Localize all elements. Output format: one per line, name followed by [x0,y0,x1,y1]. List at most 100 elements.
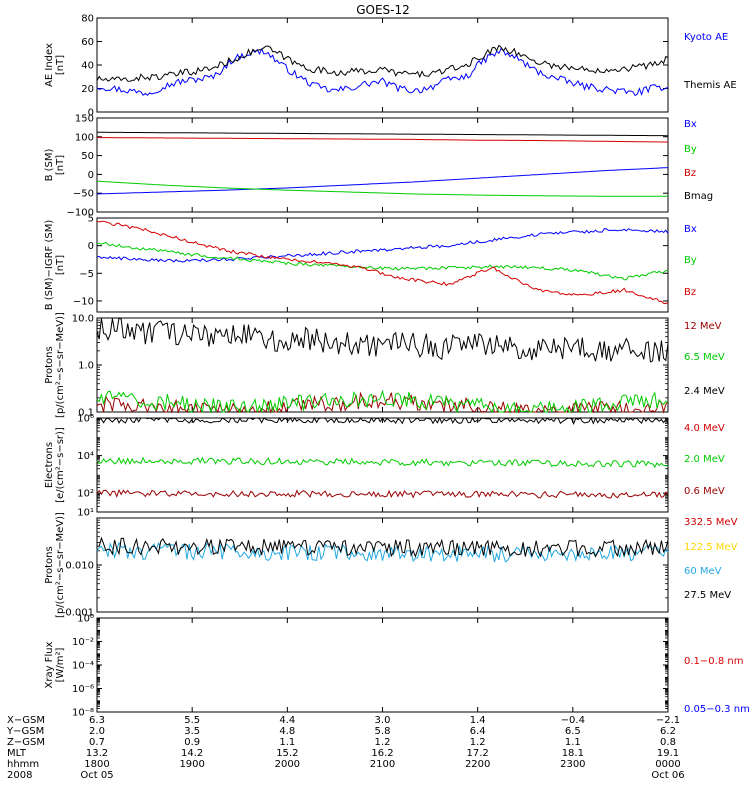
panel-5: 10⁶ 10⁴ 10² 10¹ Electrons [e/(cm²−s−sr)] 4.0 M… [44,414,725,519]
x-axis-value: 1.1 [279,737,295,748]
x-axis-value: 2300 [560,759,585,770]
x-axis-value: 5.8 [375,726,391,737]
panel-frame [96,17,669,113]
legend-label: Bz [684,287,696,298]
x-axis-row-label: 2008 [7,770,32,781]
series-line [96,44,669,82]
x-axis-value: 5.5 [184,715,200,726]
legend-label: 2.0 MeV [684,454,725,465]
x-axis-value: 0.9 [184,737,200,748]
legend-label: Themis AE [683,80,737,91]
panel-3: 5 0 −5 −10 B (SM)−IGRF (SM) [nT] Bx By Bz [44,214,697,313]
y-tick-label: 20 [81,84,94,95]
x-axis-row-label: X−GSM [7,715,45,726]
x-axis-value: 0.7 [89,737,105,748]
series-line [96,167,669,195]
x-axis-value: 1.2 [470,737,486,748]
y-axis-label: Protons [44,346,55,383]
legend-label: By [684,255,697,266]
panel-2: 150 100 50 0 −50 −100 B (SM) [nT] Bx By Bz Bmag [44,114,713,219]
x-axis-row-label: MLT [7,748,27,759]
x-axis-value: 17.2 [467,748,489,759]
legend-label: By [684,144,697,155]
series-line [97,137,669,143]
legend-label: 0.1−0.8 nm [684,656,743,667]
y-tick-label: 10.0 [72,314,94,325]
x-axis-value: 0.8 [660,737,676,748]
y-axis-label: [nT] [55,255,66,275]
y-tick-label: 150 [75,114,94,125]
series-line [97,131,668,137]
panel-frame [96,617,669,713]
x-axis-row-label: Y−GSM [6,726,44,737]
y-tick-label: 10⁻⁸ [72,708,94,719]
x-axis-value: 2000 [275,759,300,770]
x-axis-value: 19.1 [657,748,679,759]
series-line [96,416,669,425]
series-line [96,228,669,263]
x-axis-value: 1800 [84,759,109,770]
x-axis-row-label: Z−GSM [7,737,45,748]
x-axis-value: 15.2 [276,748,298,759]
y-axis-label: Electrons [44,442,55,488]
x-axis-value: 2.0 [89,726,105,737]
legend-label: Kyoto AE [684,32,728,43]
x-axis-value: 2100 [370,759,395,770]
y-tick-label: 5 [88,214,94,225]
x-axis-value: 13.2 [86,748,108,759]
x-axis-value: 1.2 [375,737,391,748]
legend-label: 4.0 MeV [684,423,725,434]
y-tick-label: 100 [75,132,94,143]
x-axis-value: 6.5 [565,726,581,737]
x-axis-value: 14.2 [181,748,203,759]
legend-label: 2.4 MeV [684,386,725,397]
legend-label: Bmag [684,191,713,202]
y-axis-label: [p/(cm²−s−sr−MeV)] [55,512,66,618]
y-axis-label: [W/m²] [55,647,66,682]
y-axis-label: B (SM) [44,148,55,181]
series-line [96,541,669,563]
legend-label: 12 MeV [684,321,722,332]
y-tick-label: 10¹ [77,508,94,519]
y-axis-label: B (SM)−IGRF (SM) [44,220,55,311]
legend-label: Bx [684,119,697,130]
legend-label: 0.05−0.3 nm [684,704,750,715]
x-axis-value: −0.4 [561,715,585,726]
y-axis-label: [nT] [55,155,66,175]
x-axis-value: 6.2 [660,726,676,737]
y-tick-label: 0.010 [65,561,94,572]
x-axis-value: 1900 [179,759,204,770]
series-line [96,456,669,468]
y-tick-label: 10² [77,489,94,500]
y-tick-label: −50 [73,189,94,200]
y-tick-label: 0.1 [78,408,94,419]
y-tick-label: 1.0 [78,361,94,372]
legend-label: 6.5 MeV [684,352,725,363]
x-axis-value: 3.0 [375,715,391,726]
panel-1: 80 60 40 20 0 AE Index [nT] Kyoto AE Themis AE [44,14,737,119]
x-axis-value: 4.8 [279,726,295,737]
x-axis-value: 3.5 [184,726,200,737]
y-tick-label: 0 [88,241,94,252]
y-tick-label: 10⁶ [77,414,94,425]
y-tick-label: 0.001 [65,608,94,619]
x-axis-value: 1.1 [565,737,581,748]
y-tick-label: 60 [81,37,94,48]
x-axis-value: 4.4 [279,715,295,726]
y-tick-label: −5 [79,269,94,280]
y-tick-label: 50 [81,151,94,162]
x-axis-value: 2200 [465,759,490,770]
x-axis-row-label: hhmm [7,759,39,770]
y-tick-label: 10⁻² [72,637,94,648]
x-axis-value: Oct 06 [651,770,684,781]
y-tick-label: −100 [67,208,94,219]
legend-label: 27.5 MeV [684,590,731,601]
x-axis-value: 0000 [655,759,680,770]
y-axis-label: Xray Flux [44,641,55,688]
series-line [96,180,668,197]
y-axis-label: [nT] [55,55,66,75]
y-axis-label: AE Index [44,43,55,87]
panel-7: 10⁰ 10⁻² 10⁻⁴ 10⁻⁶ 10⁻⁸ Xray Flux [W/m²] 0.1−0.… [44,614,750,719]
y-axis-label: [e/(cm²−s−sr)] [55,427,66,503]
